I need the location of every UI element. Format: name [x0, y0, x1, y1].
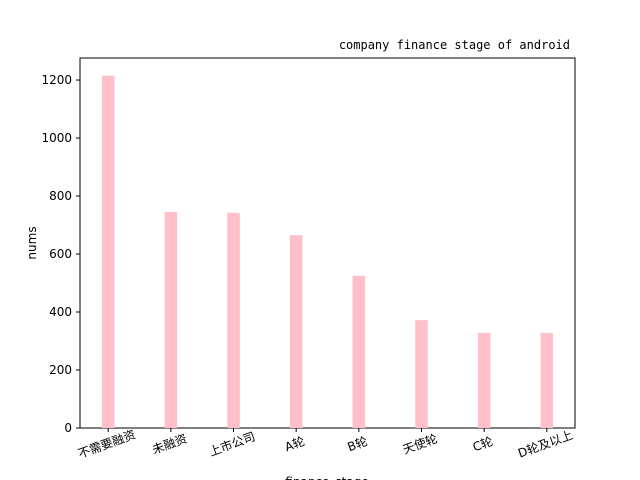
x-tick-label: 不需要融资 — [76, 427, 137, 461]
x-tick-label: A轮 — [283, 434, 307, 454]
bar — [415, 320, 428, 428]
y-tick-label: 600 — [49, 247, 72, 261]
x-tick-label: B轮 — [346, 434, 370, 454]
y-tick-label: 0 — [64, 421, 72, 435]
y-tick-label: 200 — [49, 363, 72, 377]
bar — [477, 332, 491, 428]
bar — [164, 211, 178, 428]
bar — [289, 235, 303, 428]
y-tick-label: 800 — [49, 189, 72, 203]
x-tick-label: C轮 — [471, 434, 495, 454]
chart-title: company finance stage of android — [339, 38, 570, 52]
y-tick-label: 400 — [49, 305, 72, 319]
bar — [352, 275, 366, 428]
y-axis-label: nums — [25, 226, 39, 259]
bar — [540, 332, 554, 428]
x-axis-label: finance_stage — [285, 475, 368, 480]
plot-frame — [79, 57, 576, 429]
y-tick-label: 1000 — [41, 131, 72, 145]
x-tick-label: D轮及以上 — [516, 428, 575, 461]
x-tick-label: 上市公司 — [207, 429, 257, 460]
bar — [101, 75, 115, 429]
x-tick-label: 天使轮 — [400, 431, 439, 457]
bar — [227, 212, 240, 428]
y-tick-label: 1200 — [41, 73, 72, 87]
x-tick-label: 未融资 — [150, 432, 189, 457]
